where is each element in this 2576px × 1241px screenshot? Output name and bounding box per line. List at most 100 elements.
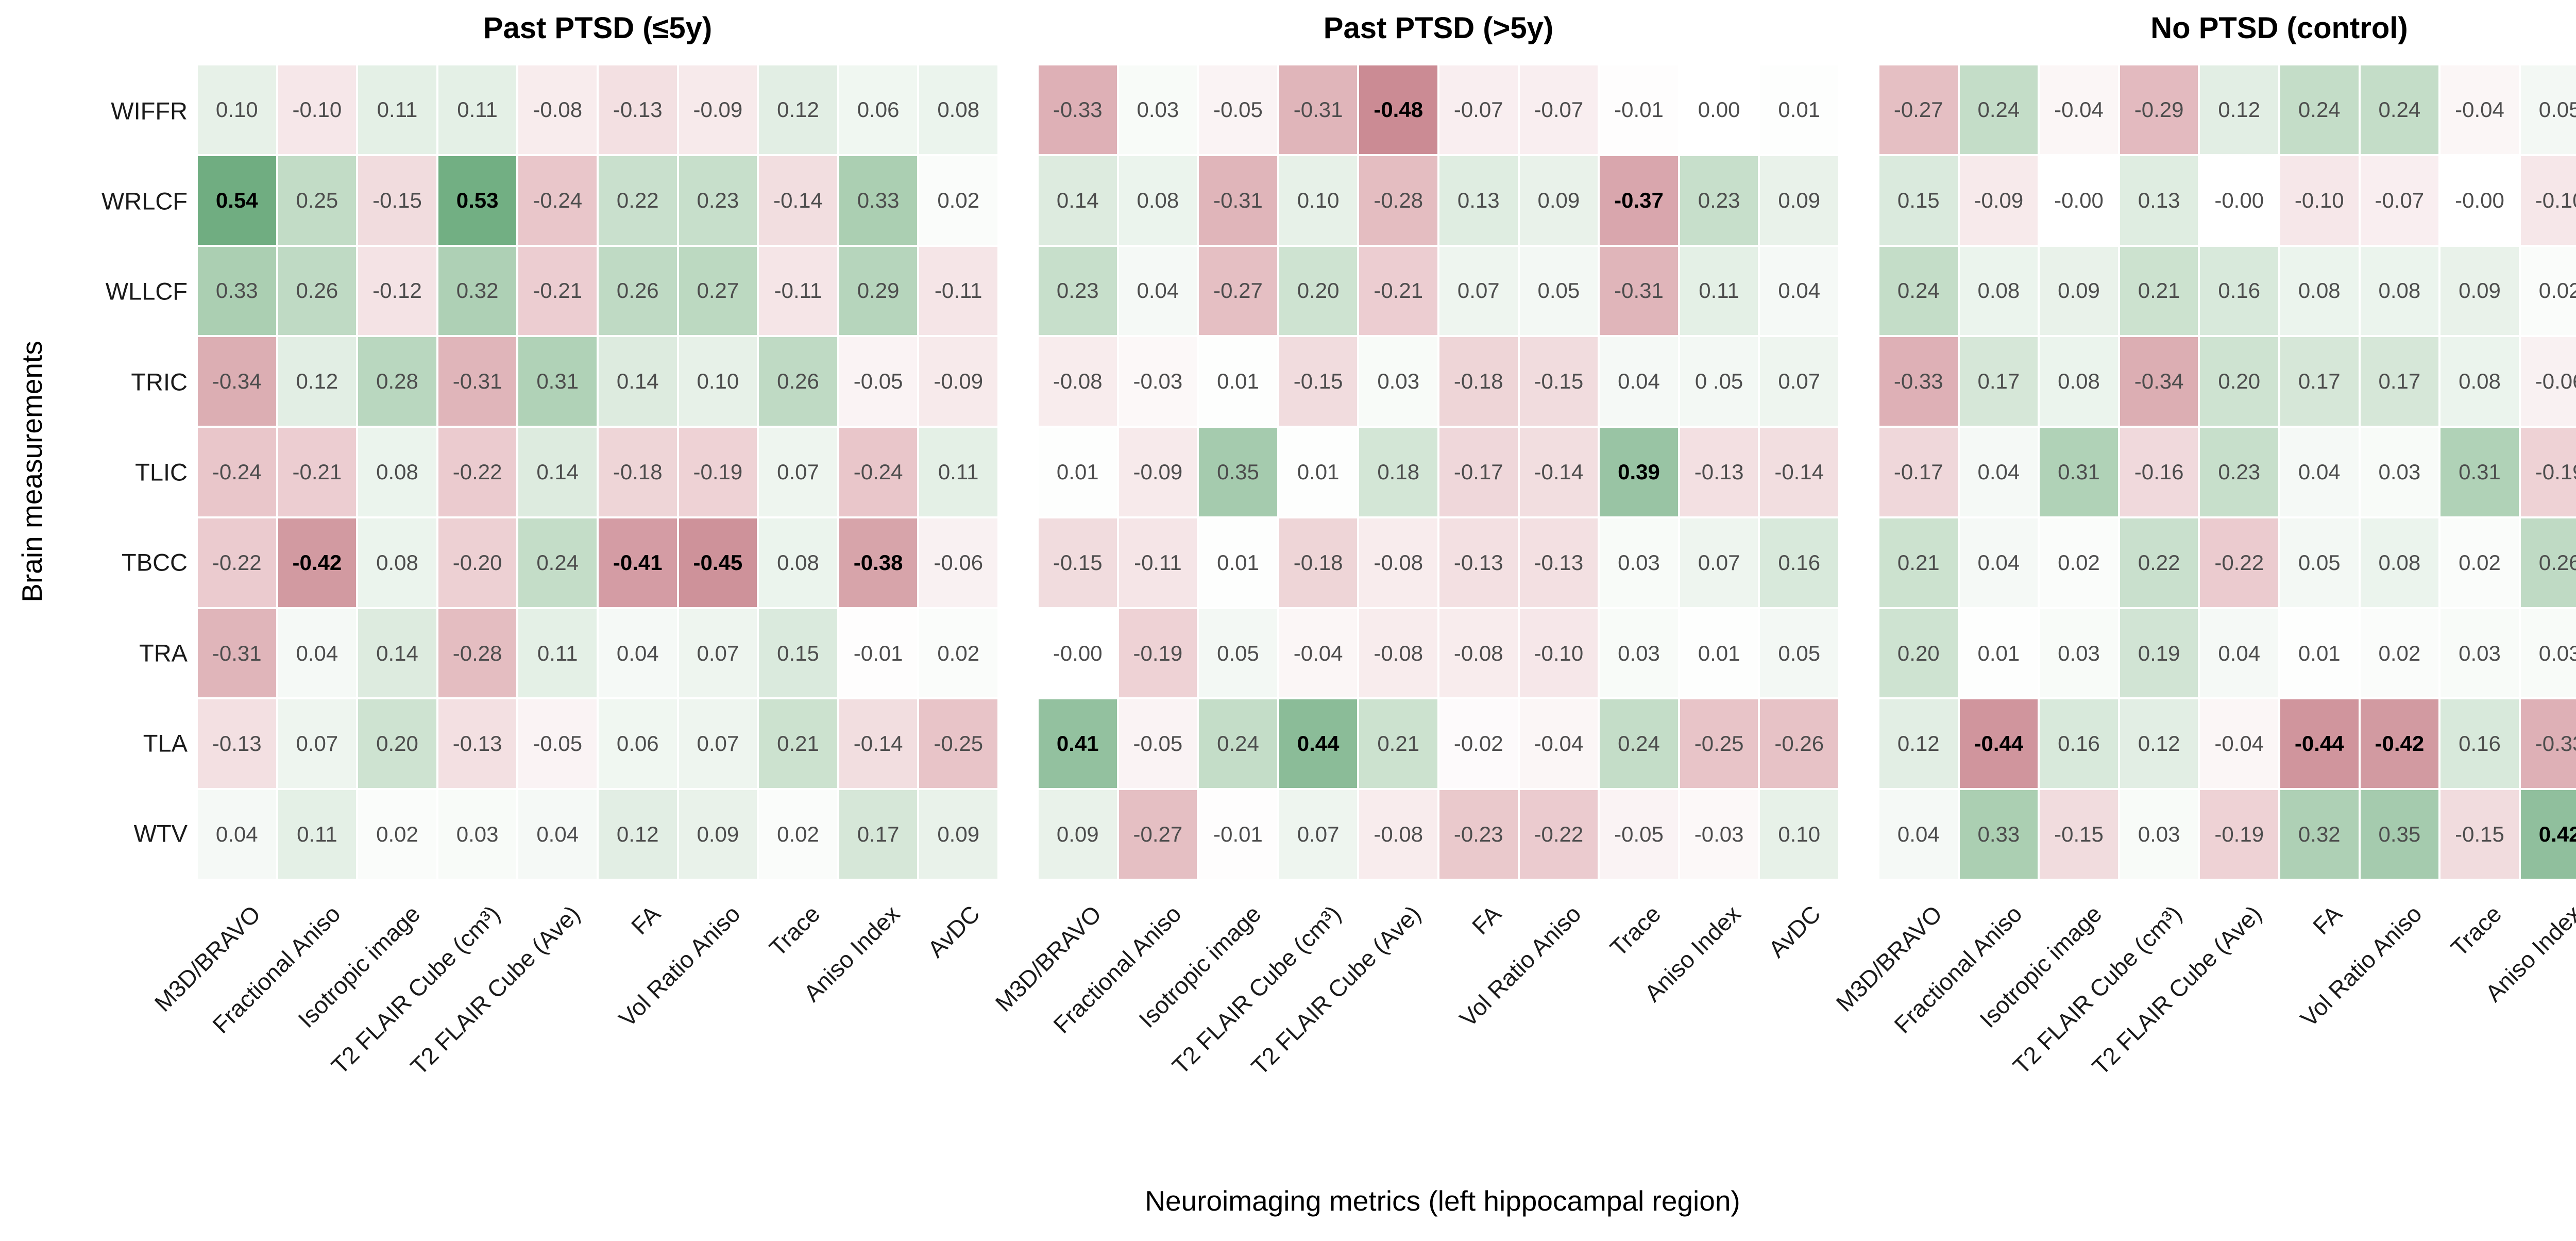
heatmap-cell: 0.11 [278, 790, 357, 879]
heatmap-cell: 0.04 [1959, 428, 2038, 516]
heatmap-cell: 0.08 [2040, 337, 2118, 426]
heatmap-cell: -0.34 [2120, 337, 2198, 426]
heatmap-cell: 0.08 [1959, 246, 2038, 336]
heatmap-cell: -0.44 [1959, 699, 2038, 789]
heatmap-cell: 0.32 [2280, 790, 2359, 879]
heatmap-cell: 0.04 [2200, 609, 2278, 698]
heatmap-cell: -0.18 [1439, 337, 1518, 426]
heatmap-cell: 0.04 [1118, 246, 1197, 336]
heatmap-cell: 0.13 [2120, 156, 2198, 245]
row-label-tbcc: TBCC [122, 548, 188, 576]
heatmap-cell: -0.14 [839, 699, 918, 789]
heatmap-cell: -0.28 [438, 609, 517, 698]
heatmap-cell: 0.14 [518, 428, 597, 516]
heatmap-cell: 0.08 [358, 428, 436, 516]
heatmap-cell: -0.20 [438, 518, 517, 607]
heatmap-cell: -0.02 [1439, 699, 1518, 789]
heatmap-cell: -0.13 [1519, 518, 1598, 607]
heatmap-cell: -0.04 [2441, 65, 2519, 154]
heatmap-cell: 0.04 [1879, 790, 1958, 879]
heatmap-cell: -0.31 [198, 609, 276, 698]
heatmap-cell: -0.00 [1039, 609, 1117, 698]
heatmap-cell: 0.28 [358, 337, 436, 426]
heatmap-cell: -0.09 [1118, 428, 1197, 516]
heatmap-cell: 0 .05 [1680, 337, 1758, 426]
row-label-tlic: TLIC [135, 458, 188, 486]
heatmap-cell: -0.03 [1680, 790, 1758, 879]
heatmap-cell: 0.15 [759, 609, 837, 698]
heatmap-cell: -0.33 [1039, 65, 1117, 154]
heatmap-cell: -0.34 [198, 337, 276, 426]
heatmap-cell: 0.08 [358, 518, 436, 607]
heatmap-cell: -0.22 [1519, 790, 1598, 879]
heatmap-cell: 0.09 [679, 790, 757, 879]
heatmap-cell: -0.14 [1760, 428, 1838, 516]
heatmap-cell: 0.05 [2280, 518, 2359, 607]
heatmap-cell: -0.37 [1600, 156, 1678, 245]
heatmap-cell: 0.33 [839, 156, 918, 245]
heatmap-cell: 0.10 [1760, 790, 1838, 879]
heatmap-cell: -0.00 [2040, 156, 2118, 245]
heatmap-cell: 0.21 [1359, 699, 1437, 789]
heatmap-cell: 0.07 [1760, 337, 1838, 426]
heatmap-cell: -0.06 [2520, 337, 2576, 426]
heatmap-cell: -0.29 [2120, 65, 2198, 154]
heatmap-cell: 0.24 [1959, 65, 2038, 154]
heatmap-cell: 0.54 [198, 156, 276, 245]
heatmap-cell: 0.20 [2200, 337, 2278, 426]
heatmap-cell: -0.00 [2441, 156, 2519, 245]
heatmap-cell: 0.03 [2360, 428, 2439, 516]
heatmap-cell: -0.13 [599, 65, 677, 154]
heatmap-cell: 0.22 [599, 156, 677, 245]
heatmap-cell: 0.20 [1879, 609, 1958, 698]
heatmap-cell: 0.07 [1680, 518, 1758, 607]
heatmap-cell: 0.07 [278, 699, 357, 789]
heatmap-cell: 0.33 [198, 246, 276, 336]
heatmap-cell: 0.29 [839, 246, 918, 336]
heatmap-cell: 0.24 [518, 518, 597, 607]
heatmap-cell: -0.31 [1600, 246, 1678, 336]
heatmap-cell: -0.04 [2040, 65, 2118, 154]
heatmap-cell: -0.15 [2441, 790, 2519, 879]
heatmap-cell: -0.28 [1359, 156, 1437, 245]
heatmap-cell: -0.07 [2360, 156, 2439, 245]
panel-title-past-ptsd-gt5y: Past PTSD (>5y) [1323, 11, 1554, 45]
heatmap-cell: -0.01 [1600, 65, 1678, 154]
heatmap-cell: -0.15 [358, 156, 436, 245]
heatmap-cell: 0.04 [278, 609, 357, 698]
heatmap-cell: -0.14 [1519, 428, 1598, 516]
heatmap-cell: -0.08 [518, 65, 597, 154]
heatmap-cell: 0.41 [1039, 699, 1117, 789]
heatmap-cell: 0.14 [1039, 156, 1117, 245]
heatmap-cell: -0.19 [2520, 428, 2576, 516]
heatmap-cell: -0.38 [839, 518, 918, 607]
heatmap-cell: 0.23 [2200, 428, 2278, 516]
heatmap-cell: 0.12 [278, 337, 357, 426]
heatmap-cell: 0.14 [358, 609, 436, 698]
heatmap-cell: 0.02 [2360, 609, 2439, 698]
heatmap-cell: -0.08 [1439, 609, 1518, 698]
heatmap-cell: 0.44 [1279, 699, 1358, 789]
heatmap-cell: 0.04 [1760, 246, 1838, 336]
heatmap-cell: -0.14 [759, 156, 837, 245]
heatmap-cell: 0.27 [679, 246, 757, 336]
col-label: FA [625, 900, 666, 940]
heatmap-cell: -0.26 [1760, 699, 1838, 789]
heatmap-cell: 0.01 [2280, 609, 2359, 698]
heatmap-cell: 0.09 [1519, 156, 1598, 245]
heatmap-cell: 0.24 [2360, 65, 2439, 154]
heatmap-cell: -0.17 [1879, 428, 1958, 516]
heatmap-cell: 0.09 [2441, 246, 2519, 336]
heatmap-cell: 0.07 [759, 428, 837, 516]
heatmap-cell: 0.04 [1600, 337, 1678, 426]
heatmap-cell: 0.20 [358, 699, 436, 789]
heatmap-cell: 0.23 [679, 156, 757, 245]
heatmap-cell: -0.18 [1279, 518, 1358, 607]
heatmap-cell: 0.01 [1680, 609, 1758, 698]
panel-title-no-ptsd-control: No PTSD (control) [2150, 11, 2408, 45]
heatmap-cell: -0.10 [278, 65, 357, 154]
row-label-wrlcf: WRLCF [101, 187, 188, 215]
x-axis-title: Neuroimaging metrics (left hippocampal r… [1145, 1185, 1740, 1217]
heatmap-cell: -0.33 [2520, 699, 2576, 789]
